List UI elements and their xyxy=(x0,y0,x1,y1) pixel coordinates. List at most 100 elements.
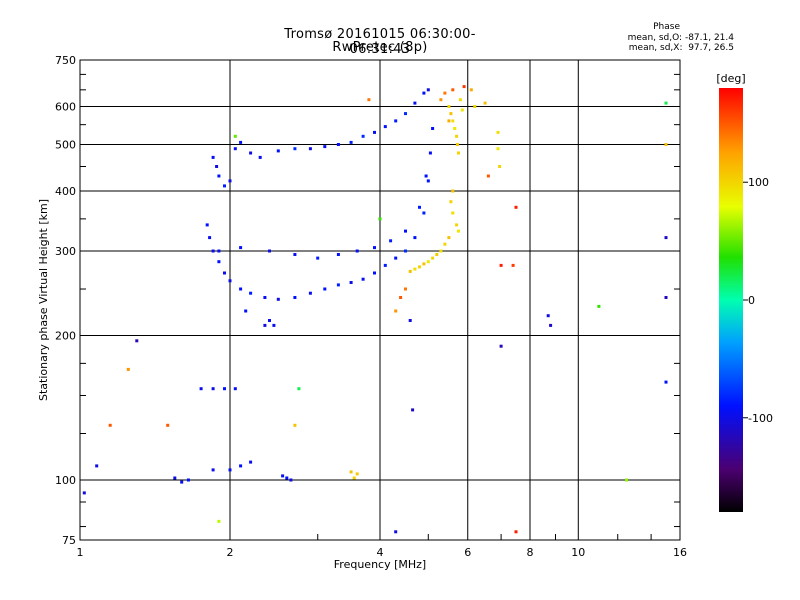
x-mode-point xyxy=(166,423,170,427)
x-mode-point xyxy=(349,470,353,474)
o-mode-point xyxy=(233,387,237,391)
o-mode-point xyxy=(244,309,248,313)
x-mode-point xyxy=(367,98,371,102)
o-mode-point xyxy=(211,387,215,391)
o-mode-point xyxy=(418,205,421,209)
colorbar-label: [deg] xyxy=(716,72,745,85)
x-mode-point xyxy=(511,263,515,267)
o-mode-point xyxy=(664,296,668,299)
x-mode-point xyxy=(451,88,455,92)
x-tick-label: 1 xyxy=(77,546,84,559)
o-mode-point xyxy=(499,344,503,348)
x-tick-label: 8 xyxy=(527,546,534,559)
o-mode-point xyxy=(349,281,353,284)
x-mode-point xyxy=(439,249,443,253)
x-tick-label: 16 xyxy=(673,546,687,559)
x-mode-point xyxy=(451,119,455,123)
o-mode-point xyxy=(215,165,219,168)
x-mode-point xyxy=(447,105,451,108)
o-mode-point xyxy=(413,236,417,240)
colorbar-tick-label: 100 xyxy=(748,176,769,189)
o-mode-point xyxy=(408,319,412,322)
o-mode-point xyxy=(361,134,365,138)
o-mode-point xyxy=(422,211,426,215)
o-mode-point xyxy=(394,256,398,260)
o-mode-point xyxy=(281,474,285,478)
colorbar-ticks: 100 0 -100 xyxy=(743,176,773,425)
o-mode-point xyxy=(217,249,221,253)
x-mode-point xyxy=(447,119,451,123)
o-mode-point xyxy=(223,271,226,275)
x-tick-label: 10 xyxy=(571,546,585,559)
o-mode-point xyxy=(336,143,340,146)
y-tick-label: 100 xyxy=(55,474,76,487)
x-mode-point xyxy=(394,309,398,313)
o-mode-point xyxy=(428,151,432,155)
x-mode-point xyxy=(473,105,477,108)
o-mode-point xyxy=(239,287,243,291)
x-mode-point xyxy=(462,85,466,89)
o-mode-point xyxy=(208,236,212,240)
y-tick-label: 75 xyxy=(62,534,76,547)
o-mode-point xyxy=(173,476,177,480)
o-mode-point xyxy=(404,229,407,233)
y-tick-label: 750 xyxy=(55,54,76,67)
y-tick-label: 500 xyxy=(55,139,76,152)
o-mode-point xyxy=(289,478,293,482)
o-mode-point xyxy=(422,91,426,95)
x-mode-point xyxy=(355,472,359,476)
o-mode-point xyxy=(223,184,226,188)
o-mode-point xyxy=(293,253,297,256)
o-mode-point xyxy=(426,179,430,183)
x-mode-point xyxy=(439,98,443,102)
o-mode-point xyxy=(424,174,428,178)
x-mode-point xyxy=(486,174,490,178)
axis-ticks: 1 2 4 6 8 10 16 75 100 200 300 400 500 600 750 xyxy=(55,54,687,559)
o-mode-point xyxy=(228,179,232,183)
colorbar-tick-label: -100 xyxy=(748,412,773,425)
o-mode-point xyxy=(268,319,271,322)
o-mode-point xyxy=(336,283,340,287)
x-mode-point xyxy=(408,269,412,273)
x-mode-point xyxy=(443,91,447,95)
x-mode-point xyxy=(297,387,301,391)
x-tick-label: 6 xyxy=(464,546,471,559)
x-mode-point xyxy=(293,423,297,427)
phase-stats-x-mode: mean, sd,X: 97.7, 26.5 xyxy=(628,43,734,53)
o-mode-point xyxy=(336,253,340,256)
o-mode-point xyxy=(373,130,376,134)
x-mode-point xyxy=(597,304,601,308)
x-mode-point xyxy=(422,262,426,266)
x-mode-point xyxy=(455,143,459,146)
x-mode-point xyxy=(449,200,453,204)
x-mode-point xyxy=(453,127,457,130)
x-mode-point xyxy=(664,143,668,146)
chart-title: Tromsø 20161015 06:30:00-06:31:43 xyxy=(284,27,476,57)
x-mode-point xyxy=(496,130,500,134)
x-mode-point xyxy=(399,296,403,299)
chart-subtitle: RwPretec (8p) xyxy=(332,40,428,55)
plot-frame xyxy=(79,59,681,541)
phase-stats-title: Phase xyxy=(653,22,680,32)
x-mode-point xyxy=(435,253,439,256)
o-mode-point xyxy=(205,223,209,227)
x-mode-point xyxy=(498,165,502,168)
x-mode-point xyxy=(451,189,455,193)
x-mode-point xyxy=(625,478,629,482)
o-mode-point xyxy=(361,277,365,281)
x-mode-point xyxy=(426,260,430,264)
o-mode-point xyxy=(258,155,262,159)
o-mode-point xyxy=(223,387,226,391)
o-mode-point xyxy=(293,147,297,151)
o-mode-point xyxy=(239,464,243,468)
x-mode-point xyxy=(217,519,221,523)
y-tick-label: 200 xyxy=(55,330,76,343)
o-mode-point xyxy=(186,478,190,482)
x-mode-point xyxy=(483,101,487,105)
o-mode-point xyxy=(268,249,271,253)
o-mode-point xyxy=(249,460,253,464)
o-mode-point xyxy=(431,127,435,130)
colorbar xyxy=(719,88,743,512)
x-mode-point xyxy=(413,267,417,271)
x-mode-point xyxy=(469,88,473,92)
